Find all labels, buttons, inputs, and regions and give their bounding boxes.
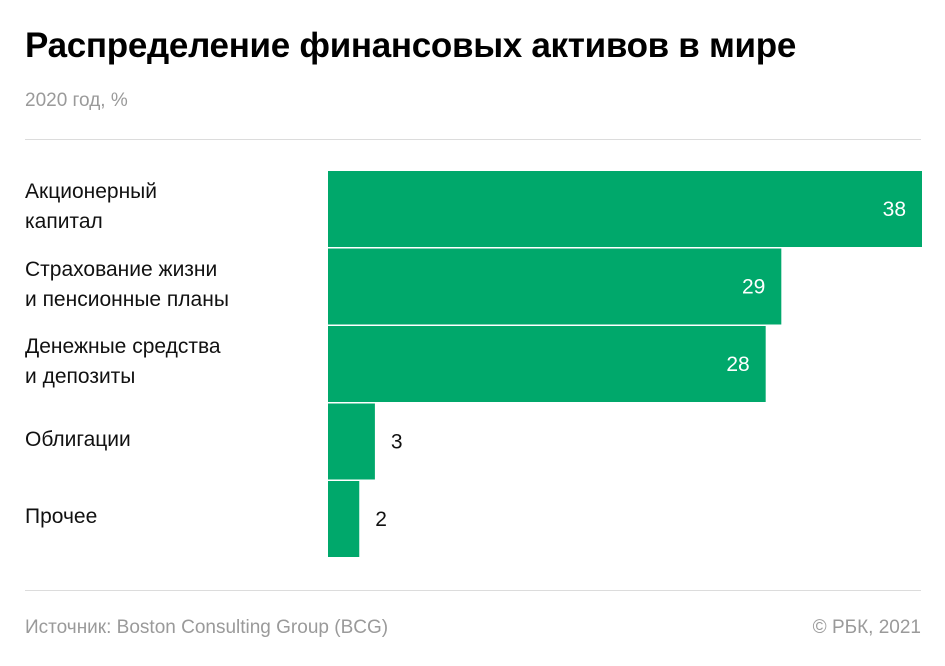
category-label-line: и депозиты [25, 365, 136, 388]
top-divider [25, 139, 921, 140]
bottom-divider [25, 590, 921, 591]
bar-1 [328, 171, 922, 247]
chart-title: Распределение финансовых активов в мире [25, 26, 796, 65]
source-note: Источник: Boston Consulting Group (BCG) [25, 617, 389, 638]
category-label-line: Прочее [25, 505, 98, 528]
bar-5 [328, 481, 360, 557]
category-label-line: и пенсионные планы [25, 287, 229, 311]
value-label-4: 3 [391, 431, 403, 454]
category-label-line: капитал [25, 210, 103, 233]
bar-4 [328, 403, 375, 480]
copyright-note: © РБК, 2021 [812, 617, 921, 638]
value-label-5: 2 [375, 508, 387, 531]
value-label-1: 38 [883, 198, 906, 221]
category-label-1: Акционерный капитал [25, 177, 315, 237]
category-labels: Акционерный капитал Страхование жизни и пен… [25, 0, 315, 666]
category-label-4: Облигации [25, 425, 315, 455]
category-label-line: Акционерный [25, 180, 158, 203]
value-label-2: 29 [742, 276, 765, 299]
category-label-line: Денежные средства [25, 335, 221, 358]
category-label-2: Страхование жизни и пенсионные планы [25, 255, 315, 315]
category-label-5: Прочее [25, 502, 315, 532]
category-label-line: Страхование жизни [25, 257, 218, 281]
bar-2 [328, 248, 782, 325]
bar-3 [328, 326, 766, 402]
category-label-line: Облигации [25, 427, 131, 451]
category-label-3: Денежные средства и депозиты [25, 332, 315, 392]
value-label-3: 28 [726, 353, 749, 376]
chart-subtitle: 2020 год, % [25, 90, 128, 111]
